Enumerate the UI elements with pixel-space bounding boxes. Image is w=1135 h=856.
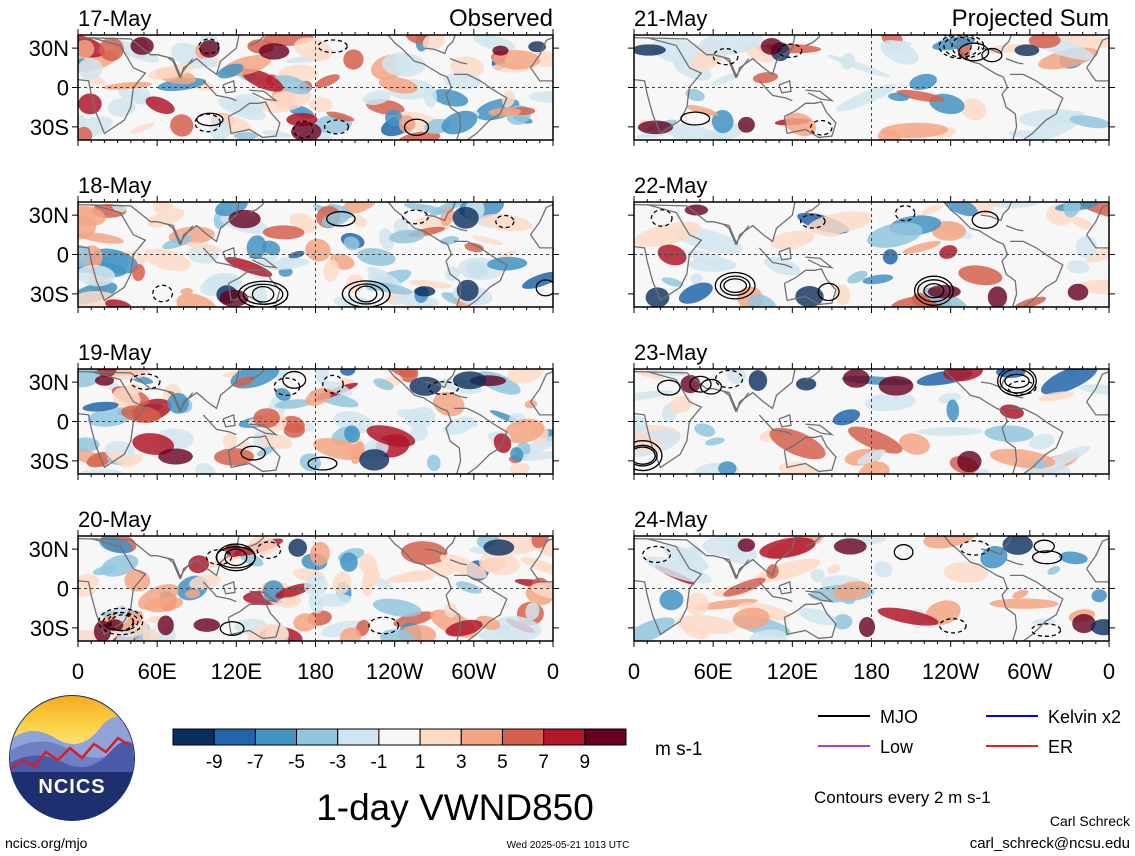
colorbar-swatch [584, 728, 627, 746]
lon-tick-label: 60W [1007, 659, 1052, 684]
lat-tick-label: 30N [29, 370, 69, 395]
colorbar-swatch [172, 728, 215, 746]
legend-item-label: MJO [880, 707, 918, 727]
colorbar-swatch [543, 728, 586, 746]
panel-date-label: 23-May [634, 340, 707, 365]
projected-column-label: Projected Sum [952, 5, 1109, 32]
map-panel [628, 196, 1115, 313]
colorbar-swatch [254, 728, 298, 746]
colorbar-swatch [337, 728, 380, 746]
site-url: ncics.org/mjo [5, 835, 88, 851]
timestamp: Wed 2025-05-21 1013 UTC [507, 840, 630, 851]
lon-tick-label: 60E [694, 659, 733, 684]
panel-date-label: 19-May [78, 340, 151, 365]
figure-title: 1-day VWND850 [316, 787, 594, 828]
map-panel [72, 196, 559, 313]
lon-tick-label: 0 [1103, 659, 1115, 684]
lat-tick-label: 0 [57, 76, 69, 101]
lat-tick-label: 30N [29, 36, 69, 61]
author-email: carl_schreck@ncsu.edu [970, 835, 1130, 852]
colorbar-swatch [296, 728, 339, 746]
colorbar-swatch [213, 728, 256, 746]
observed-column-label: Observed [449, 5, 553, 32]
panel-date-label: 21-May [634, 6, 707, 31]
colorbar-swatch [378, 728, 421, 746]
colorbar: -9 -7 -5 -3 -1 1 3 5 7 9 [172, 728, 627, 773]
lat-tick-label: 0 [57, 243, 69, 268]
colorbar-tick-label: -9 [206, 752, 223, 773]
legend-item-label: Low [880, 737, 914, 757]
lon-tick-label: 120W [922, 659, 980, 684]
colorbar-unit: m s-1 [655, 739, 703, 760]
panel-date-label: 22-May [634, 173, 707, 198]
legend-item-label: ER [1048, 737, 1073, 757]
lat-tick-label: 30S [30, 449, 69, 474]
colorbar-tick-label: 5 [497, 752, 508, 773]
panel-date-label: 17-May [78, 6, 151, 31]
lat-tick-label: 0 [57, 577, 69, 602]
lon-tick-label: 120W [366, 659, 424, 684]
lon-tick-label: 180 [853, 659, 890, 684]
map-panel [628, 530, 1115, 647]
contours-note: Contours every 2 m s-1 [814, 788, 991, 807]
colorbar-swatch [501, 728, 545, 746]
author-name: Carl Schreck [1050, 813, 1131, 829]
panel-date-label: 20-May [78, 507, 151, 532]
colorbar-tick-label: -1 [370, 752, 387, 773]
colorbar-tick-label: -5 [288, 752, 305, 773]
lon-tick-label: 0 [628, 659, 640, 684]
lat-tick-label: 30S [30, 115, 69, 140]
panel-grid: 17-May30N030S18-May30N030S19-May30N030S2… [29, 5, 1115, 684]
lat-tick-label: 0 [57, 410, 69, 435]
colorbar-swatch [419, 728, 462, 746]
panel-date-label: 18-May [78, 173, 151, 198]
colorbar-tick-label: -7 [247, 752, 264, 773]
lon-tick-label: 120E [211, 659, 262, 684]
colorbar-tick-label: 7 [538, 752, 549, 773]
legend-item-label: Kelvin x2 [1048, 707, 1121, 727]
colorbar-tick-label: 9 [580, 752, 591, 773]
lat-tick-label: 30S [30, 282, 69, 307]
map-panel [72, 363, 559, 480]
colorbar-tick-label: 1 [415, 752, 426, 773]
colorbar-swatch [460, 728, 503, 746]
colorbar-tick-label: -3 [329, 752, 346, 773]
lon-tick-label: 0 [72, 659, 84, 684]
lon-tick-label: 60W [451, 659, 496, 684]
colorbar-tick-label: 3 [456, 752, 467, 773]
lon-tick-label: 180 [297, 659, 334, 684]
map-panel [72, 530, 559, 647]
ncics-logo: NCICS [9, 695, 135, 821]
lat-tick-label: 30S [30, 616, 69, 641]
lat-tick-label: 30N [29, 203, 69, 228]
map-panel [72, 29, 559, 146]
map-panel [628, 29, 1115, 146]
lat-tick-label: 30N [29, 537, 69, 562]
lon-tick-label: 0 [547, 659, 559, 684]
lon-tick-label: 120E [767, 659, 818, 684]
line-legend: MJO Kelvin x2 Low ER [818, 707, 1121, 757]
panel-date-label: 24-May [634, 507, 707, 532]
logo-text: NCICS [38, 776, 105, 798]
lon-tick-label: 60E [138, 659, 177, 684]
map-panel [628, 363, 1115, 480]
